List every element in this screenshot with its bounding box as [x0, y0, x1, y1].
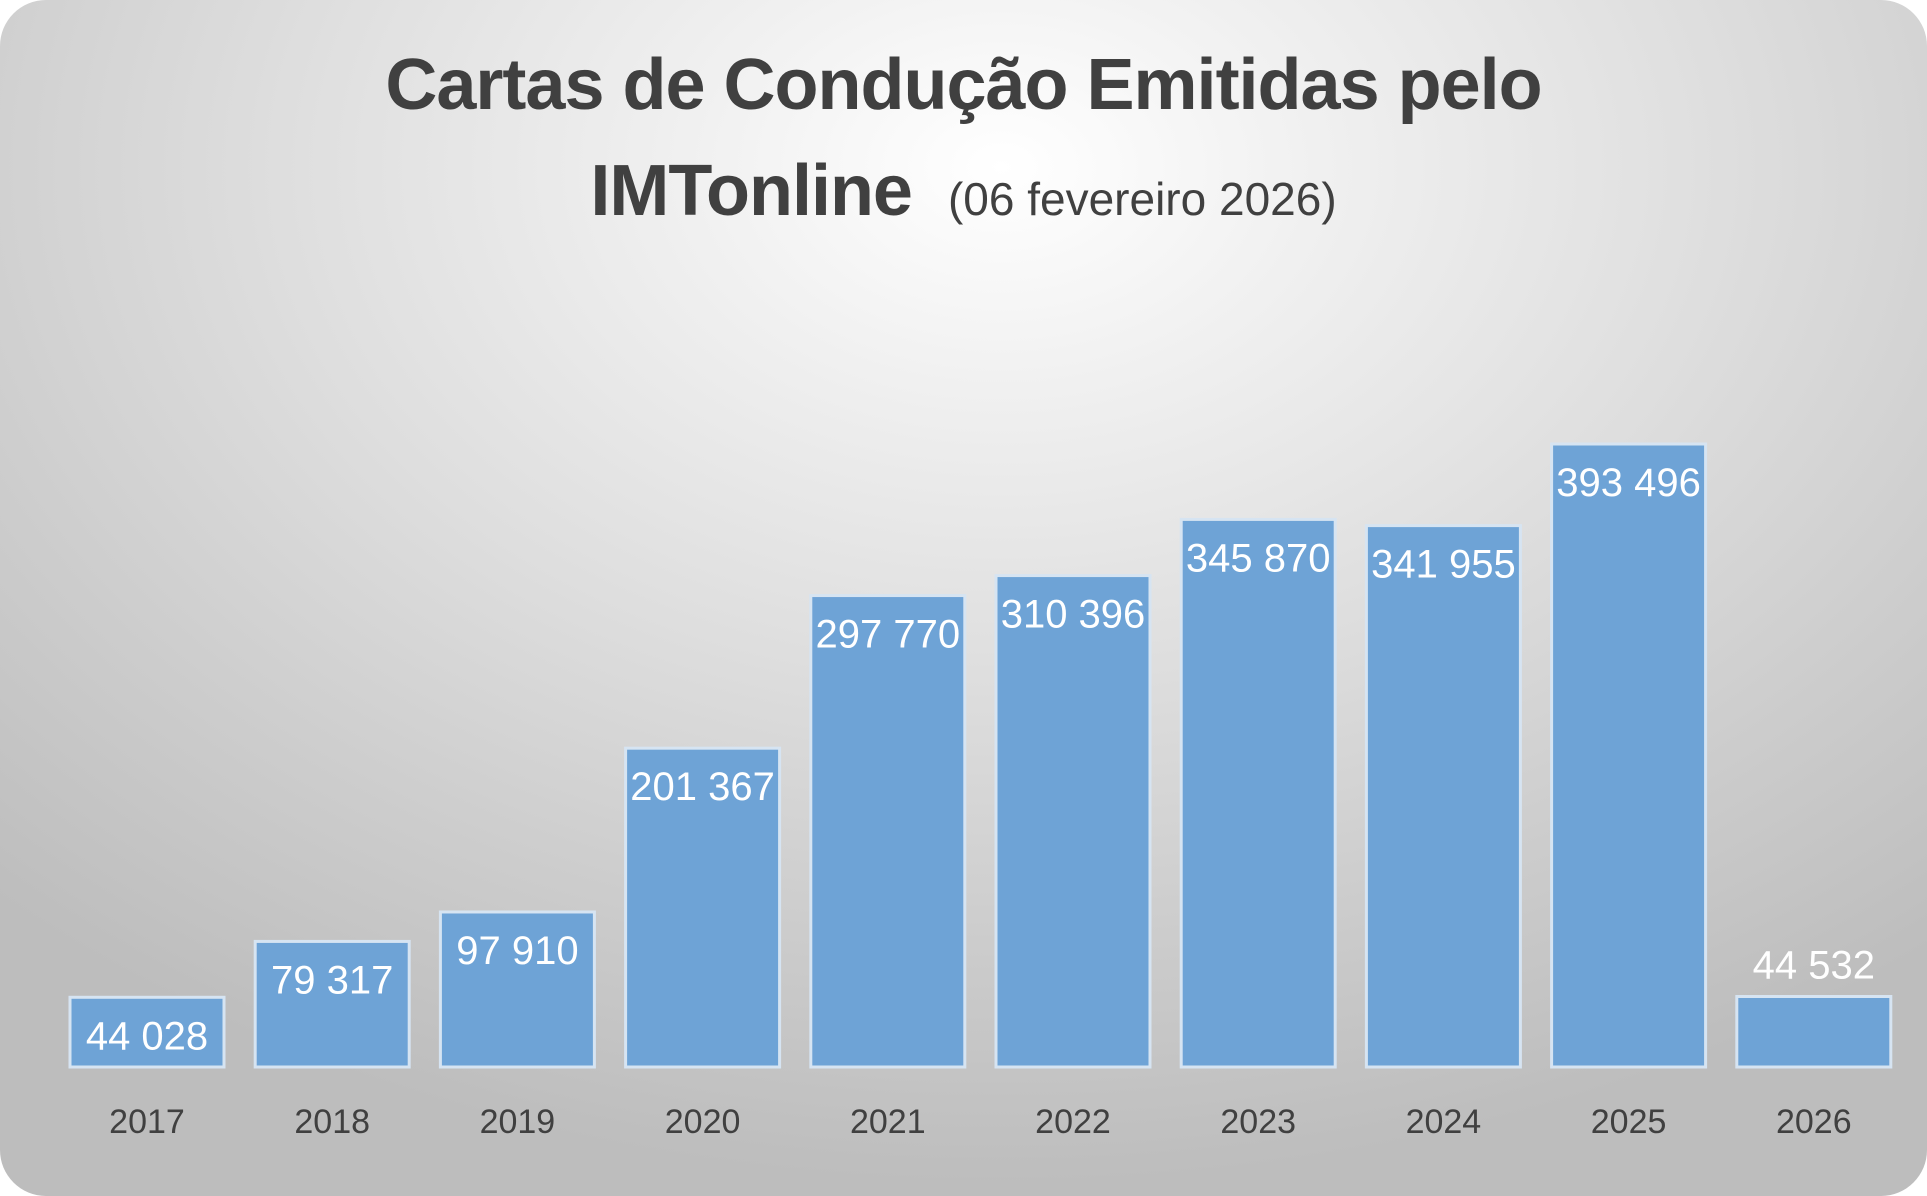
bar-2017: [68, 995, 226, 1069]
chart-subtitle-date: (06 fevereiro 2026): [947, 173, 1337, 225]
bar-2023: [1179, 517, 1337, 1069]
chart-title-line2: IMTonline (06 fevereiro 2026): [0, 150, 1927, 232]
bar-2019: [438, 910, 596, 1069]
data-label-2017: 44 028: [86, 1014, 208, 1058]
data-label-2026: 44 532: [1753, 943, 1875, 987]
x-tick-label-2025: 2025: [1591, 1103, 1667, 1141]
bar-2018: [253, 939, 411, 1069]
bar-2022: [994, 574, 1152, 1069]
data-label-2019: 97 910: [456, 929, 578, 973]
data-label-2025: 393 496: [1556, 461, 1701, 505]
chart-title-line1: Cartas de Condução Emitidas pelo: [385, 45, 1542, 125]
bar-2021: [809, 594, 967, 1069]
x-tick-label-2020: 2020: [665, 1103, 741, 1141]
x-tick-label-2017: 2017: [109, 1103, 185, 1141]
bar-2026: [1735, 994, 1893, 1069]
bar-2025: [1550, 442, 1708, 1069]
bar-2020: [624, 746, 782, 1069]
data-label-2021: 297 770: [816, 613, 961, 657]
data-label-2024: 341 955: [1371, 543, 1516, 587]
data-label-2020: 201 367: [630, 765, 775, 809]
bar-2024: [1364, 524, 1522, 1069]
x-tick-label-2018: 2018: [294, 1103, 370, 1141]
x-tick-label-2024: 2024: [1406, 1103, 1482, 1141]
chart-title-brand: IMTonline: [590, 151, 913, 231]
x-tick-label-2023: 2023: [1220, 1103, 1296, 1141]
data-label-2023: 345 870: [1186, 536, 1331, 580]
x-tick-label-2019: 2019: [480, 1103, 556, 1141]
x-tick-label-2026: 2026: [1776, 1103, 1852, 1141]
data-label-2018: 79 317: [271, 958, 393, 1002]
x-tick-label-2021: 2021: [850, 1103, 926, 1141]
data-label-2022: 310 396: [1001, 593, 1146, 637]
x-tick-label-2022: 2022: [1035, 1103, 1111, 1141]
